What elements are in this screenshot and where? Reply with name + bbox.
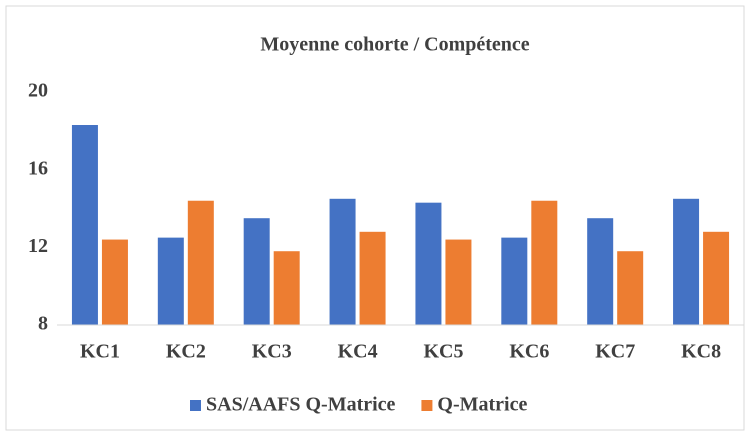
chart-border xyxy=(5,5,745,431)
legend-label: Q-Matrice xyxy=(437,394,527,416)
bar xyxy=(587,218,614,325)
x-tick-label: KC6 xyxy=(509,341,549,363)
legend-label: SAS/AAFS Q-Matrice xyxy=(206,394,396,416)
chart-title: Moyenne cohorte / Compétence xyxy=(260,34,529,56)
x-tick-label: KC7 xyxy=(595,341,635,363)
bar xyxy=(501,237,528,325)
bar xyxy=(531,200,558,325)
bar xyxy=(273,251,300,325)
y-tick-label: 16 xyxy=(28,157,48,179)
bar xyxy=(101,239,128,325)
bar xyxy=(415,202,442,325)
bar xyxy=(243,218,270,325)
x-tick-label: KC8 xyxy=(681,341,721,363)
legend-swatch xyxy=(421,400,433,411)
x-tick-label: KC2 xyxy=(166,341,206,363)
bar xyxy=(617,251,644,325)
legend-swatch xyxy=(190,400,201,411)
y-tick-label: 12 xyxy=(28,235,48,257)
bar xyxy=(157,237,184,325)
x-tick-label: KC3 xyxy=(252,341,292,363)
x-tick-label: KC5 xyxy=(423,341,463,363)
bar xyxy=(71,125,98,325)
y-tick-label: 20 xyxy=(28,80,48,102)
bar xyxy=(359,231,386,325)
bar xyxy=(703,231,730,325)
y-tick-label: 8 xyxy=(38,313,48,335)
bar xyxy=(329,198,356,325)
bar xyxy=(187,200,214,325)
bar xyxy=(445,239,472,325)
bar xyxy=(673,198,700,325)
x-tick-label: KC1 xyxy=(80,341,120,363)
x-tick-label: KC4 xyxy=(338,341,378,363)
